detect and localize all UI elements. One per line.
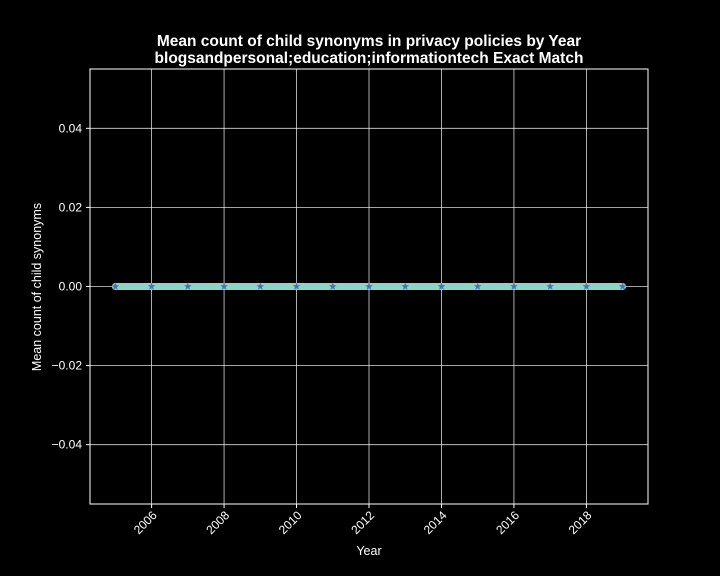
data-point-marker (292, 282, 301, 290)
x-tick-label: 2014 (421, 508, 450, 537)
y-tick-label: −0.02 (52, 359, 83, 373)
y-axis-label: Mean count of child synonyms (30, 203, 44, 371)
series-layer (111, 282, 627, 290)
data-point-marker (618, 282, 627, 290)
y-tick-label: 0.02 (59, 200, 83, 214)
data-point-marker (328, 282, 337, 290)
x-tick-label: 2016 (493, 508, 522, 537)
x-axis-label: Year (356, 544, 381, 558)
data-point-marker (546, 282, 554, 290)
y-axis-ticks: −0.04 −0.02 0.00 0.02 0.04 (52, 121, 90, 452)
x-tick-label: 2008 (203, 508, 232, 537)
y-tick-label: −0.04 (52, 438, 83, 452)
data-point-marker (582, 282, 591, 290)
data-point-marker (147, 282, 156, 290)
chart-subtitle: blogsandpersonal;education;informationte… (155, 50, 584, 67)
data-point-marker (473, 282, 482, 290)
data-point-marker (365, 282, 373, 290)
x-tick-label: 2010 (276, 508, 305, 537)
data-point-marker (111, 282, 120, 290)
x-axis-ticks: 2006 2008 2010 2012 2014 2016 2018 (131, 504, 595, 537)
data-point-marker (220, 282, 228, 290)
x-tick-label: 2012 (348, 508, 377, 537)
data-point-marker (510, 282, 518, 290)
data-point-marker (401, 282, 410, 290)
chart-title: Mean count of child synonyms in privacy … (157, 33, 581, 50)
data-point-marker (437, 282, 446, 290)
y-tick-label: 0.00 (59, 280, 83, 294)
data-point-marker (256, 282, 265, 290)
y-tick-label: 0.04 (59, 121, 83, 135)
data-point-marker (184, 282, 192, 290)
x-tick-label: 2018 (566, 508, 595, 537)
x-tick-label: 2006 (131, 508, 160, 537)
